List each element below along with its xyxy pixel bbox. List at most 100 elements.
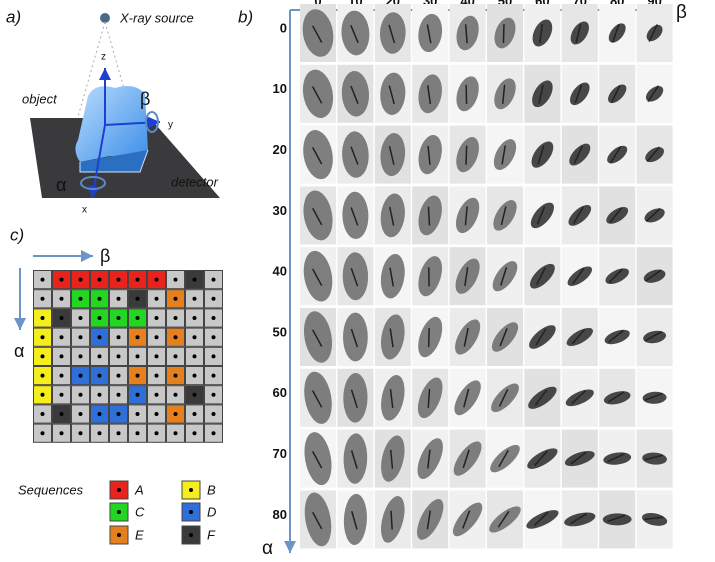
cell-dot	[193, 316, 197, 320]
thumbnail	[524, 126, 560, 184]
cell-dot	[193, 374, 197, 378]
figure: a) X-ray source z y x object β α detecto…	[0, 0, 715, 562]
cell-dot	[136, 374, 140, 378]
thumbnail	[599, 126, 635, 184]
cell-dot	[117, 412, 121, 416]
thumbnail	[300, 247, 336, 305]
thumbnail	[562, 126, 598, 184]
cell-dot	[98, 393, 102, 397]
cell-dot	[174, 431, 178, 435]
thumbnail	[524, 308, 560, 366]
cell-dot	[60, 393, 64, 397]
axis-y: y	[168, 120, 173, 131]
thumbnail	[412, 4, 448, 62]
thumbnail	[487, 4, 523, 62]
cell-dot	[60, 278, 64, 282]
cell-dot	[79, 278, 83, 282]
row-label: 20	[273, 142, 287, 157]
source-dot	[100, 13, 110, 23]
thumbnail	[599, 186, 635, 244]
cell-dot	[41, 316, 45, 320]
thumbnail	[300, 430, 336, 488]
thumbnail	[524, 247, 560, 305]
cell-dot	[117, 316, 121, 320]
cell-dot	[193, 412, 197, 416]
cell-dot	[155, 297, 159, 301]
thumbnail	[450, 65, 486, 123]
thumbnail	[637, 369, 673, 427]
cell-dot	[155, 412, 159, 416]
legend-label: C	[135, 504, 145, 519]
thumbnail	[450, 4, 486, 62]
legend-dot	[189, 533, 193, 537]
cell-dot	[98, 374, 102, 378]
thumbnail	[449, 369, 486, 427]
cell-dot	[41, 412, 45, 416]
thumbnail	[337, 65, 373, 123]
thumbnail	[486, 430, 524, 488]
thumbnail	[599, 65, 635, 123]
cell-dot	[60, 412, 64, 416]
cell-dot	[212, 393, 216, 397]
thumbnail	[599, 369, 635, 427]
thumbnail	[562, 186, 598, 244]
cell-dot	[117, 354, 121, 358]
beta-label: β	[676, 2, 687, 23]
row-label: 30	[273, 203, 287, 218]
legend-dot	[189, 488, 193, 492]
cell-dot	[136, 354, 140, 358]
cell-dot	[41, 354, 45, 358]
thumbnail	[412, 126, 448, 184]
thumbnail	[524, 186, 560, 244]
cell-dot	[79, 297, 83, 301]
cell-dot	[155, 278, 159, 282]
cell-dot	[136, 393, 140, 397]
cell-dot	[98, 316, 102, 320]
cell-dot	[155, 393, 159, 397]
cell-dot	[98, 354, 102, 358]
thumbnail	[524, 430, 560, 488]
panel-c: c) β α Sequences ABCDEF	[10, 225, 223, 544]
cell-dot	[41, 278, 45, 282]
panel-label: c)	[10, 225, 24, 244]
row-label: 10	[273, 81, 287, 96]
beta-label: β	[100, 246, 110, 266]
thumbnail	[299, 4, 337, 62]
panel-label: a)	[6, 7, 21, 26]
cell-dot	[98, 297, 102, 301]
thumbnail	[412, 308, 448, 366]
panel-a: a) X-ray source z y x object β α detecto…	[6, 7, 220, 215]
thumbnail	[524, 65, 560, 123]
thumbnail	[375, 4, 411, 62]
thumbnail	[599, 308, 635, 366]
row-label: 50	[273, 324, 287, 339]
cell-dot	[60, 297, 64, 301]
thumbnail	[300, 308, 336, 366]
alpha-label: α	[14, 341, 24, 361]
cell-dot	[136, 278, 140, 282]
thumbnail	[412, 490, 449, 548]
thumbnail	[450, 126, 486, 184]
cell-dot	[60, 431, 64, 435]
thumbnail	[599, 4, 635, 62]
thumbnail	[337, 308, 373, 366]
cell-dot	[136, 297, 140, 301]
legend-title: Sequences	[18, 482, 84, 497]
alpha-label: α	[262, 538, 273, 559]
thumbnail	[562, 430, 598, 488]
cell-dot	[41, 431, 45, 435]
thumbnail	[599, 490, 635, 548]
cell-dot	[117, 297, 121, 301]
thumbnail	[412, 369, 448, 427]
thumbnail	[562, 308, 598, 366]
cell-dot	[193, 354, 197, 358]
legend-label: F	[207, 527, 216, 542]
thumbnail	[300, 126, 337, 184]
thumbnail	[637, 65, 673, 123]
thumbnail	[412, 186, 448, 244]
cell-dot	[174, 335, 178, 339]
thumbnail	[337, 247, 373, 305]
thumbnail	[375, 65, 411, 123]
thumbnail	[375, 247, 411, 305]
cell-dot	[212, 354, 216, 358]
